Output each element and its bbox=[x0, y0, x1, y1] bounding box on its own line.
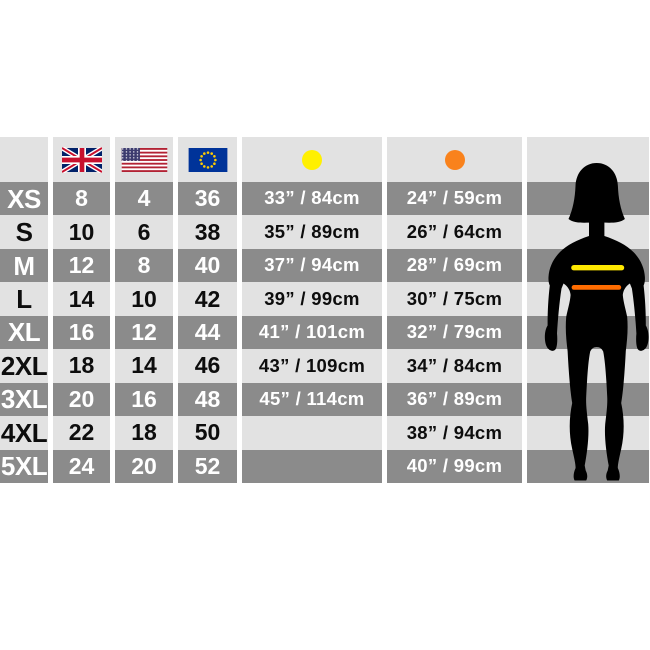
eu-flag-icon bbox=[188, 147, 227, 172]
bust-header-cell bbox=[242, 137, 382, 182]
size-value-cell: 5XL bbox=[0, 449, 48, 483]
us-value-cell: 14 bbox=[115, 349, 173, 383]
uk-value-cell: 20 bbox=[53, 382, 110, 417]
eu-value-cell: 46 bbox=[178, 349, 237, 383]
size-value-cell: XS bbox=[0, 182, 48, 216]
column-size-labels: XS S M L XL 2XL 3XL 4XL 5XL bbox=[0, 137, 48, 483]
us-value-cell: 12 bbox=[115, 315, 173, 350]
uk-value-cell: 8 bbox=[53, 182, 110, 216]
size-header-cell bbox=[0, 137, 48, 182]
size-value-cell: S bbox=[0, 215, 48, 249]
us-value-cell: 20 bbox=[115, 449, 173, 483]
woman-front-silhouette-icon bbox=[544, 163, 649, 481]
uk-value-cell: 24 bbox=[53, 449, 110, 483]
waist-value-cell: 32” / 79cm bbox=[387, 315, 522, 350]
eu-value-cell: 40 bbox=[178, 248, 237, 283]
bust-value-cell: 37” / 94cm bbox=[242, 248, 382, 283]
waist-value-cell: 26” / 64cm bbox=[387, 215, 522, 249]
us-value-cell: 10 bbox=[115, 282, 173, 316]
us-flag-icon bbox=[121, 147, 167, 172]
figure-body bbox=[544, 215, 649, 481]
waist-line bbox=[571, 285, 622, 290]
us-value-cell: 4 bbox=[115, 182, 173, 216]
bust-value-cell: 35” / 89cm bbox=[242, 215, 382, 249]
size-value-cell: 3XL bbox=[0, 382, 48, 417]
column-us-sizes: 4 6 8 10 12 14 16 18 20 bbox=[115, 137, 173, 483]
bust-value-cell: 43” / 109cm bbox=[242, 349, 382, 383]
uk-header-cell bbox=[53, 137, 110, 182]
uk-value-cell: 10 bbox=[53, 215, 110, 249]
figure-stripe bbox=[527, 449, 649, 483]
eu-header-cell bbox=[178, 137, 237, 182]
us-value-cell: 18 bbox=[115, 416, 173, 450]
column-uk-sizes: 8 10 12 14 16 18 20 22 24 bbox=[53, 137, 110, 483]
uk-flag-icon bbox=[61, 146, 102, 173]
size-value-cell: L bbox=[0, 282, 48, 316]
bust-value-cell: 33” / 84cm bbox=[242, 182, 382, 216]
uk-value-cell: 12 bbox=[53, 248, 110, 283]
us-value-cell: 16 bbox=[115, 382, 173, 417]
waist-value-cell: 36” / 89cm bbox=[387, 382, 522, 417]
waist-value-cell: 38” / 94cm bbox=[387, 416, 522, 450]
waist-value-cell: 34” / 84cm bbox=[387, 349, 522, 383]
waist-header-cell bbox=[387, 137, 522, 182]
column-eu-sizes: 36 38 40 42 44 46 48 50 52 bbox=[178, 137, 237, 483]
bust-line bbox=[571, 265, 625, 271]
bust-value-cell bbox=[242, 449, 382, 483]
bust-value-cell: 45” / 114cm bbox=[242, 382, 382, 417]
bust-value-cell: 39” / 99cm bbox=[242, 282, 382, 316]
eu-value-cell: 42 bbox=[178, 282, 237, 316]
waist-value-cell: 40” / 99cm bbox=[387, 449, 522, 483]
us-header-cell bbox=[115, 137, 173, 182]
uk-value-cell: 18 bbox=[53, 349, 110, 383]
size-value-cell: M bbox=[0, 248, 48, 283]
eu-value-cell: 44 bbox=[178, 315, 237, 350]
eu-value-cell: 48 bbox=[178, 382, 237, 417]
us-value-cell: 8 bbox=[115, 248, 173, 283]
us-value-cell: 6 bbox=[115, 215, 173, 249]
uk-value-cell: 16 bbox=[53, 315, 110, 350]
uk-value-cell: 22 bbox=[53, 416, 110, 450]
size-value-cell: XL bbox=[0, 315, 48, 350]
bust-value-cell bbox=[242, 416, 382, 450]
size-chart-table: XS S M L XL 2XL 3XL 4XL 5XL 8 10 12 14 16 18 20 22 24 bbox=[0, 137, 649, 483]
uk-value-cell: 14 bbox=[53, 282, 110, 316]
column-waist-measurements: 24” / 59cm 26” / 64cm 28” / 69cm 30” / 75cm… bbox=[387, 137, 522, 483]
bust-indicator-dot bbox=[302, 149, 322, 170]
eu-value-cell: 36 bbox=[178, 182, 237, 216]
figure-stripe bbox=[527, 382, 649, 417]
eu-value-cell: 50 bbox=[178, 416, 237, 450]
waist-value-cell: 28” / 69cm bbox=[387, 248, 522, 283]
column-bust-measurements: 33” / 84cm 35” / 89cm 37” / 94cm 39” / 99cm… bbox=[242, 137, 382, 483]
size-value-cell: 2XL bbox=[0, 349, 48, 383]
eu-value-cell: 52 bbox=[178, 449, 237, 483]
waist-indicator-dot bbox=[444, 149, 465, 170]
waist-value-cell: 30” / 75cm bbox=[387, 282, 522, 316]
eu-value-cell: 38 bbox=[178, 215, 237, 249]
bust-value-cell: 41” / 101cm bbox=[242, 315, 382, 350]
waist-value-cell: 24” / 59cm bbox=[387, 182, 522, 216]
silhouette-column bbox=[527, 137, 649, 483]
size-value-cell: 4XL bbox=[0, 416, 48, 450]
figure-hair bbox=[568, 163, 625, 223]
